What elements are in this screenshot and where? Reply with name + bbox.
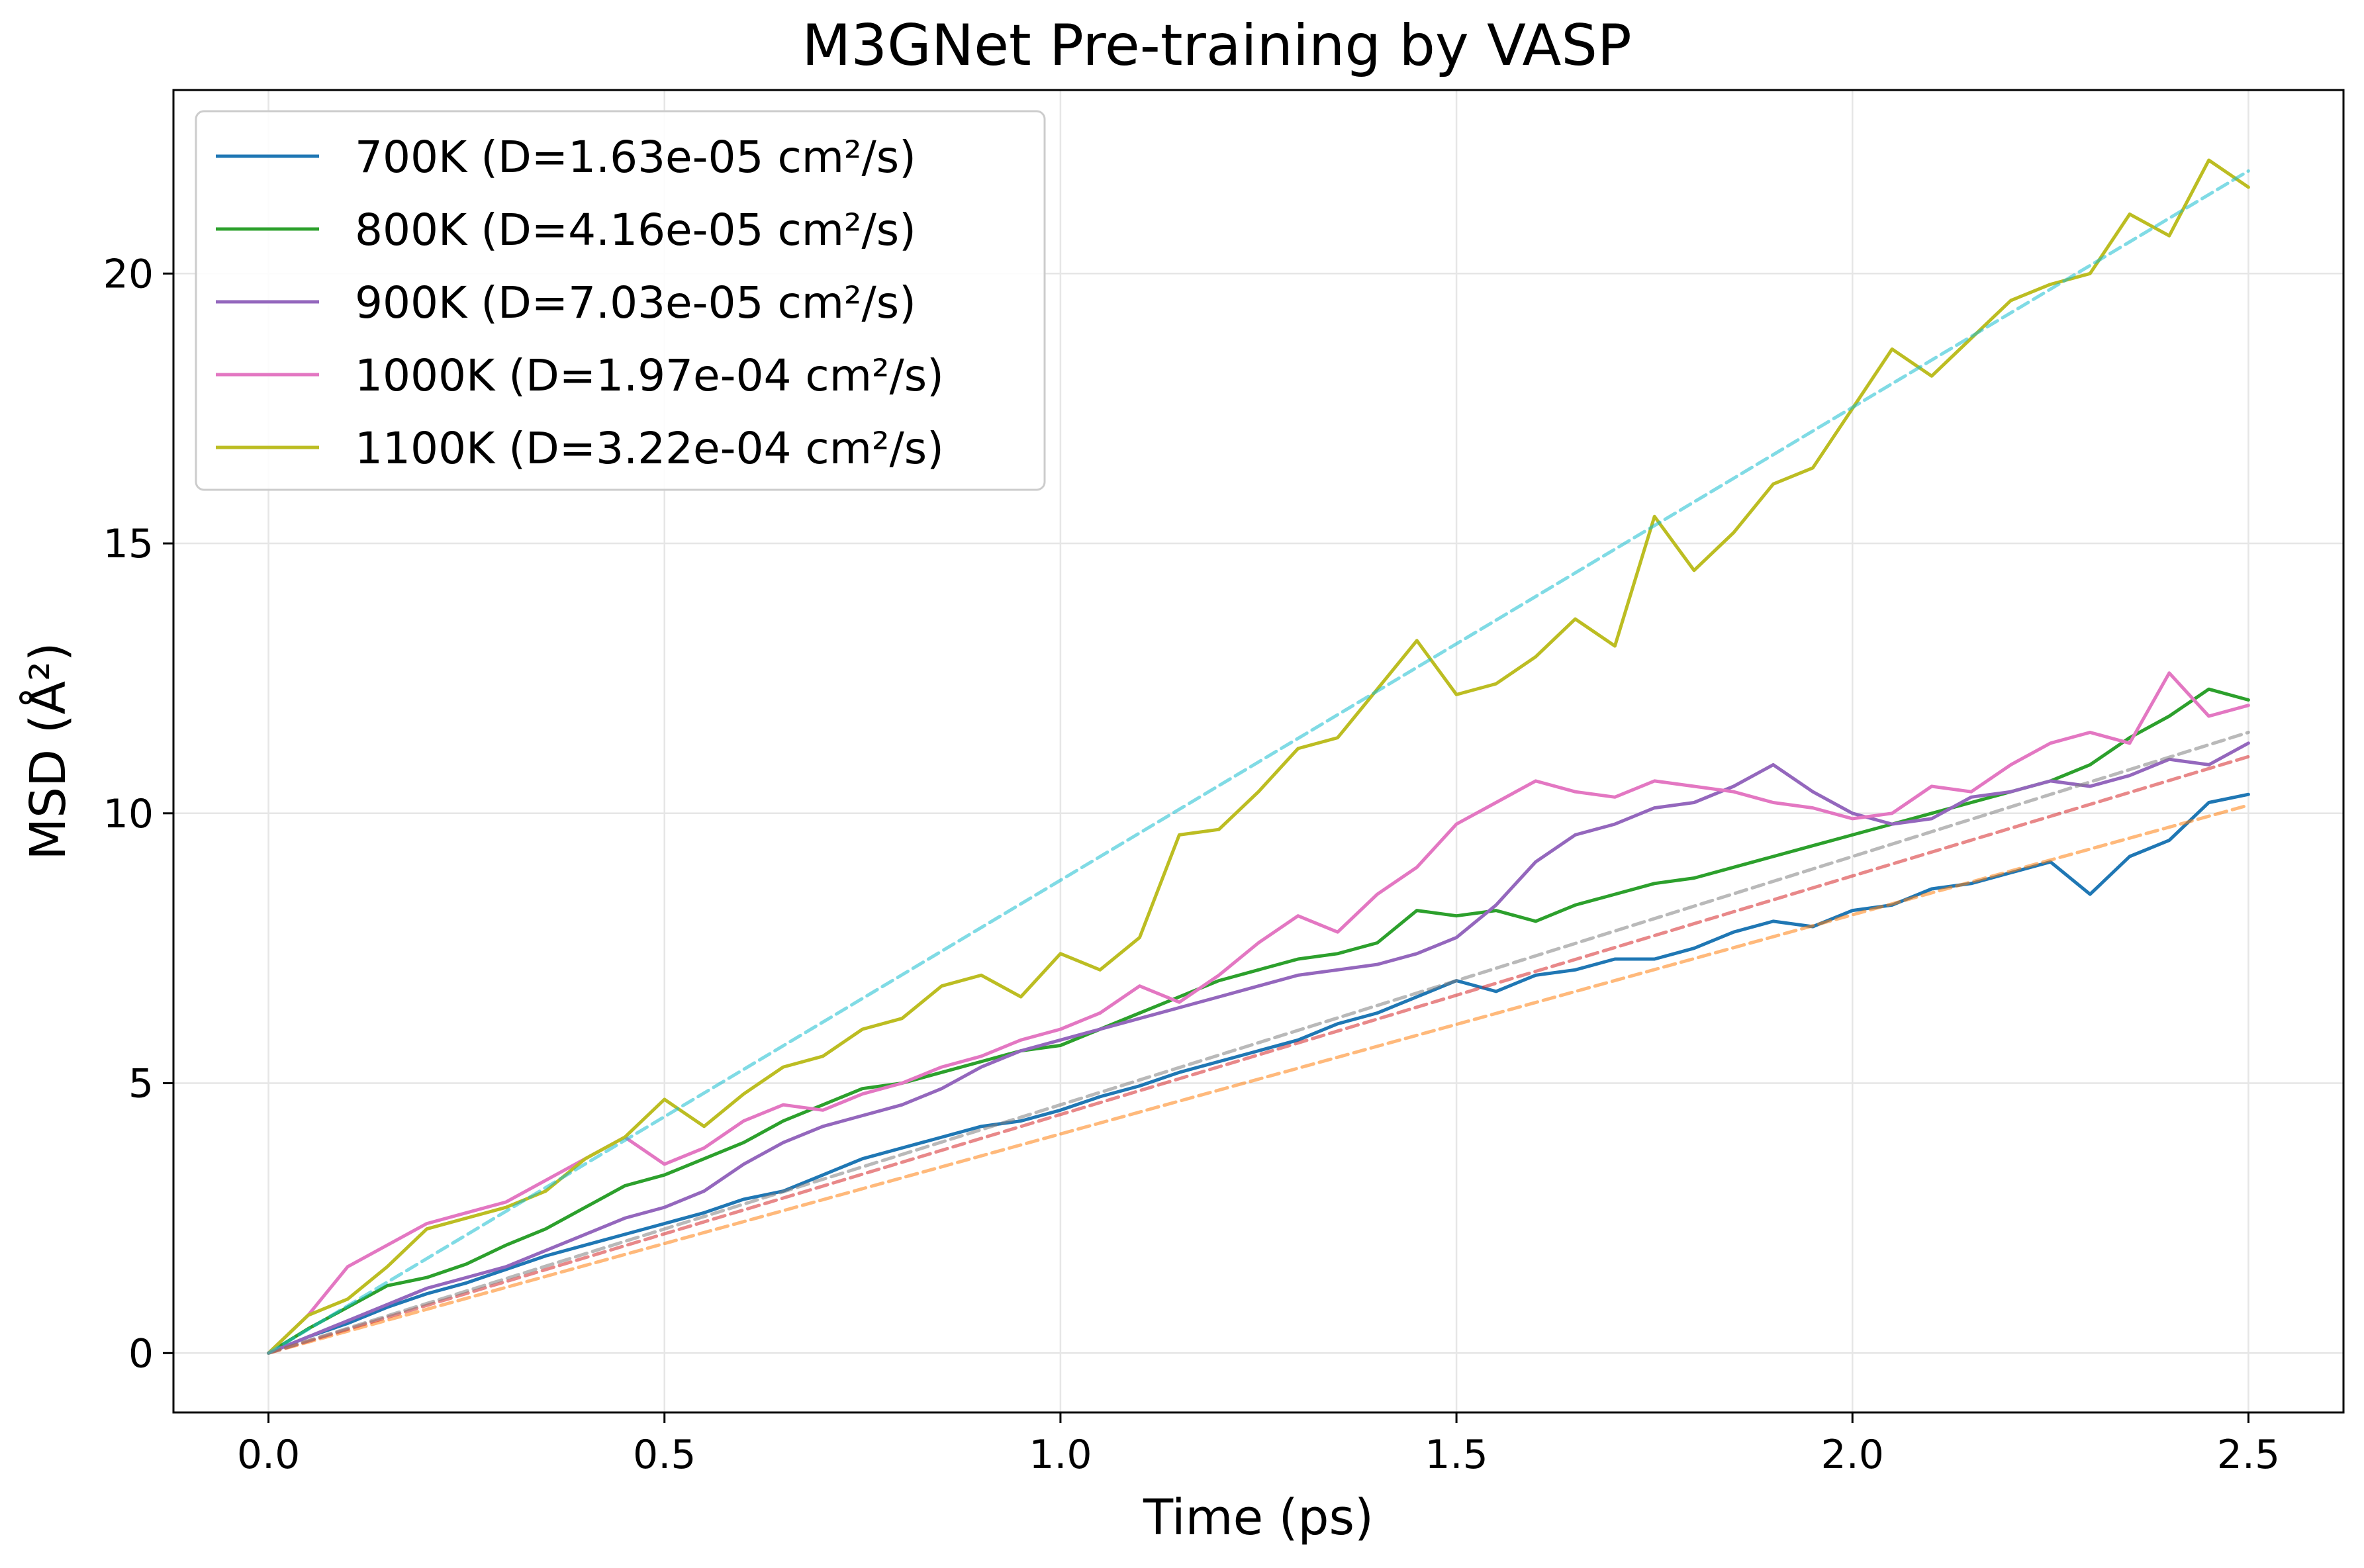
- grid: [173, 90, 2343, 1412]
- series-line-1: [267, 687, 2250, 1355]
- fit-line-6: [267, 755, 2250, 1355]
- series-line-0: [267, 792, 2250, 1355]
- y-axis-label: MSD (Å²): [19, 642, 77, 860]
- plot-area: [267, 158, 2250, 1355]
- x-tick-label: 2.5: [2217, 1432, 2280, 1478]
- series-line-2: [267, 741, 2250, 1355]
- legend-label: 900K (D=7.03e-05 cm²/s): [355, 277, 916, 328]
- y-tick-label: 0: [128, 1330, 154, 1377]
- legend-label: 1100K (D=3.22e-04 cm²/s): [355, 423, 944, 474]
- x-tick-label: 0.5: [633, 1432, 696, 1478]
- x-tick-label: 1.0: [1029, 1432, 1092, 1478]
- fit-line-7: [267, 731, 2250, 1355]
- x-tick-label: 1.5: [1425, 1432, 1488, 1478]
- legend: 700K (D=1.63e-05 cm²/s) 800K (D=4.16e-05 …: [195, 110, 1046, 491]
- x-tick-label: 0.0: [237, 1432, 300, 1478]
- y-tick-label: 15: [103, 521, 154, 567]
- y-tick-label: 20: [103, 251, 154, 297]
- y-tick-label: 5: [128, 1061, 154, 1107]
- legend-box: [195, 110, 1046, 491]
- legend-label: 800K (D=4.16e-05 cm²/s): [355, 205, 916, 255]
- x-axis-ticks: 0.0 0.5 1.0 1.5 2.0 2.5: [237, 1412, 2280, 1478]
- axes-frame: [172, 89, 2345, 1414]
- y-axis-ticks: 0 5 10 15 20: [103, 251, 173, 1377]
- legend-label: 700K (D=1.63e-05 cm²/s): [355, 132, 916, 183]
- chart-title: M3GNet Pre-training by VASP: [802, 13, 1632, 79]
- fit-line-5: [267, 804, 2250, 1355]
- legend-label: 1000K (D=1.97e-04 cm²/s): [355, 350, 944, 401]
- y-tick-label: 10: [103, 791, 154, 837]
- x-tick-label: 2.0: [1821, 1432, 1884, 1478]
- x-axis-label: Time (ps): [1143, 1489, 1374, 1546]
- fit-line-8: [267, 169, 2250, 1355]
